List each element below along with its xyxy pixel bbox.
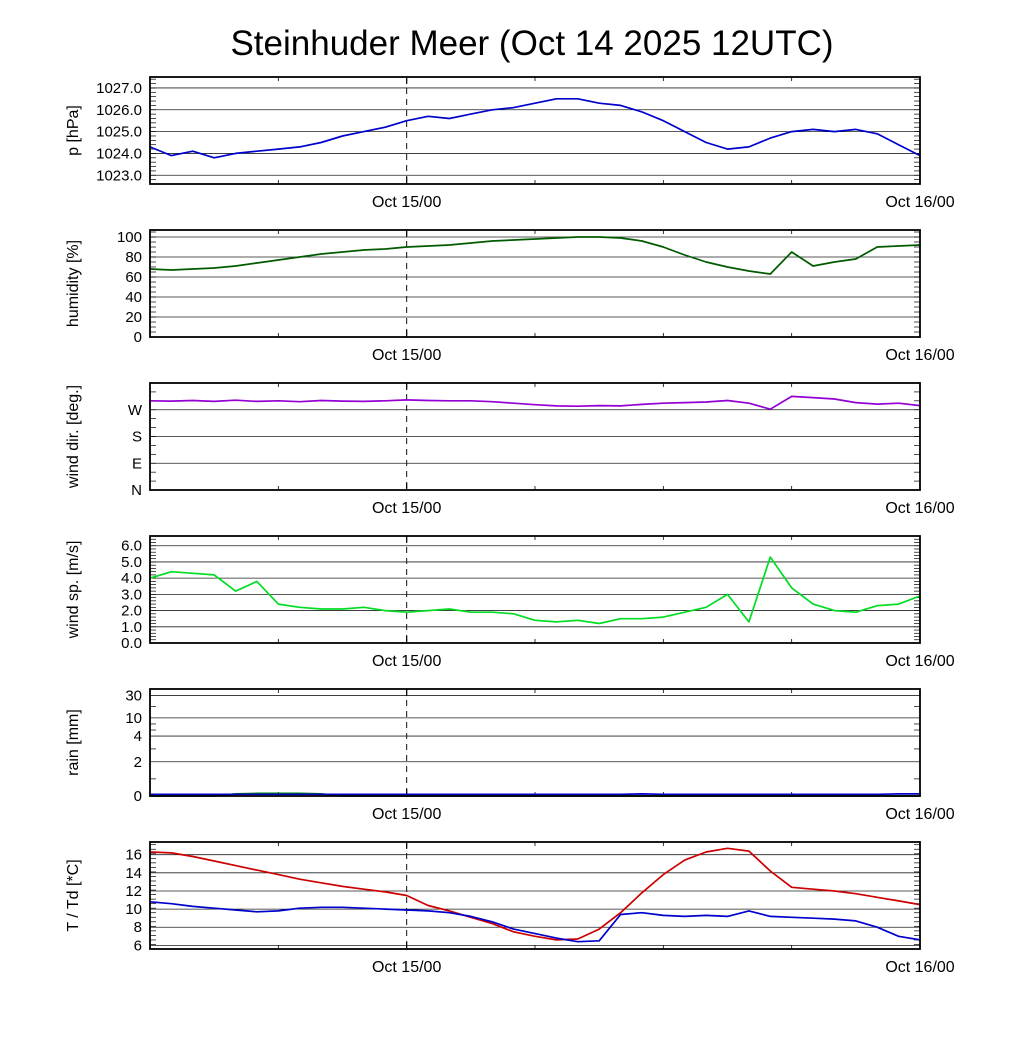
svg-text:14: 14 xyxy=(125,865,142,882)
svg-text:6.0: 6.0 xyxy=(121,538,142,555)
svg-text:100: 100 xyxy=(117,229,142,246)
svg-text:4: 4 xyxy=(134,728,142,745)
svg-text:6: 6 xyxy=(134,937,142,954)
meteogram-page: Steinhuder Meer (Oct 14 2025 12UTC) 1023… xyxy=(0,24,1024,990)
svg-text:12: 12 xyxy=(125,883,142,900)
svg-text:1.0: 1.0 xyxy=(121,619,142,636)
svg-text:5.0: 5.0 xyxy=(121,554,142,571)
svg-text:10: 10 xyxy=(125,901,142,918)
svg-text:Oct 16/00: Oct 16/00 xyxy=(885,194,954,211)
svg-text:0: 0 xyxy=(134,329,142,346)
svg-text:4.0: 4.0 xyxy=(121,570,142,587)
svg-text:Oct 15/00: Oct 15/00 xyxy=(372,500,441,517)
svg-text:W: W xyxy=(128,402,143,419)
humidity-panel: 0 20 40 60 80 100 Oct 15/00 Oct 16/00 humidity [… xyxy=(65,229,955,364)
svg-text:Oct 15/00: Oct 15/00 xyxy=(372,194,441,211)
svg-text:2.0: 2.0 xyxy=(121,603,142,620)
svg-text:Oct 16/00: Oct 16/00 xyxy=(885,806,954,823)
svg-text:16: 16 xyxy=(125,847,142,864)
svg-text:40: 40 xyxy=(125,289,142,306)
svg-text:Oct 15/00: Oct 15/00 xyxy=(372,959,441,976)
pressure-panel: 1023.0 1024.0 1025.0 1026.0 1027.0 Oct 15/00 O… xyxy=(65,76,955,211)
svg-text:1025.0: 1025.0 xyxy=(96,124,142,141)
rain-panel: 0 2 410 30 Oct 15/00 Oct 16/00 rain [mm] xyxy=(65,687,955,823)
svg-text:Oct 16/00: Oct 16/00 xyxy=(885,347,954,364)
svg-text:80: 80 xyxy=(125,249,142,266)
svg-text:humidity [%]: humidity [%] xyxy=(65,240,82,327)
svg-text:N: N xyxy=(131,482,142,499)
svg-text:0.0: 0.0 xyxy=(121,635,142,652)
svg-text:T / Td [*C]: T / Td [*C] xyxy=(65,859,82,931)
svg-text:1026.0: 1026.0 xyxy=(96,102,142,119)
svg-text:1024.0: 1024.0 xyxy=(96,145,142,162)
svg-text:10: 10 xyxy=(125,710,142,727)
panels-container: 1023.0 1024.0 1025.0 1026.0 1027.0 Oct 15/00 O… xyxy=(0,72,1024,990)
svg-text:2: 2 xyxy=(134,754,142,771)
svg-text:3.0: 3.0 xyxy=(121,586,142,603)
svg-text:Oct 15/00: Oct 15/00 xyxy=(372,347,441,364)
svg-text:1027.0: 1027.0 xyxy=(96,80,142,97)
chart-title: Steinhuder Meer (Oct 14 2025 12UTC) xyxy=(230,24,834,63)
svg-text:60: 60 xyxy=(125,269,142,286)
svg-text:8: 8 xyxy=(134,919,142,936)
svg-text:0: 0 xyxy=(134,788,142,805)
svg-text:Oct 16/00: Oct 16/00 xyxy=(885,500,954,517)
svg-text:p [hPa]: p [hPa] xyxy=(65,105,82,156)
svg-text:30: 30 xyxy=(125,687,142,704)
wind-speed-panel: 0.01.02.03.04.05.06.0 Oct 15/00 Oct 16/00 w… xyxy=(65,535,955,670)
svg-text:S: S xyxy=(132,429,142,446)
svg-text:rain [mm]: rain [mm] xyxy=(65,709,82,776)
svg-text:1023.0: 1023.0 xyxy=(96,167,142,184)
svg-text:20: 20 xyxy=(125,309,142,326)
svg-text:Oct 15/00: Oct 15/00 xyxy=(372,653,441,670)
svg-text:Oct 16/00: Oct 16/00 xyxy=(885,959,954,976)
svg-text:wind dir. [deg.]: wind dir. [deg.] xyxy=(65,385,82,489)
svg-text:E: E xyxy=(132,455,142,472)
svg-text:Oct 16/00: Oct 16/00 xyxy=(885,653,954,670)
svg-text:Oct 15/00: Oct 15/00 xyxy=(372,806,441,823)
svg-text:wind sp. [m/s]: wind sp. [m/s] xyxy=(65,541,82,640)
